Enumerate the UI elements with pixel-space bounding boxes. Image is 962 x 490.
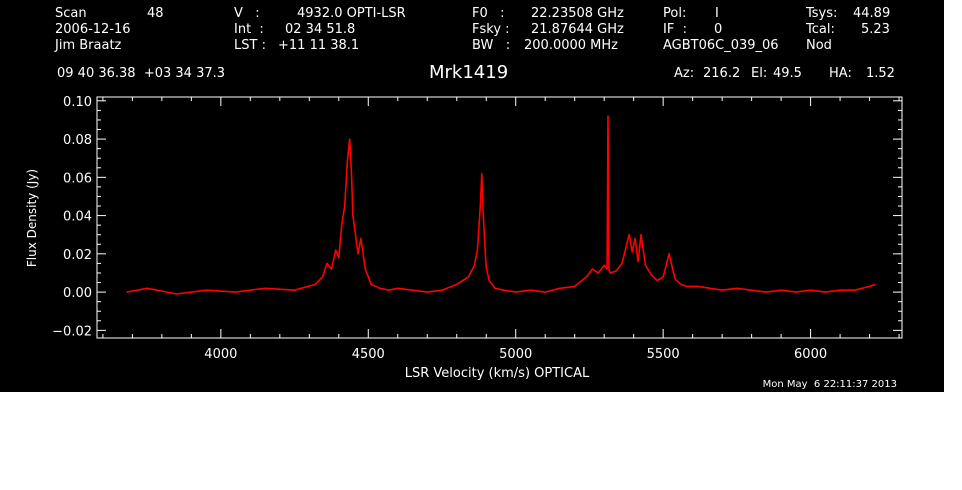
- x-tick-label: 6000: [794, 347, 827, 362]
- if-label: IF :: [663, 22, 687, 37]
- procedure-name: Nod: [806, 38, 832, 53]
- y-tick-label: 0.00: [63, 286, 92, 301]
- rest-frequency-label: F0 :: [472, 6, 505, 21]
- spectrum-panel: Scan 48 2006-12-16 Jim Braatz V : 4932.0…: [0, 0, 944, 392]
- scan-number: 48: [147, 6, 164, 21]
- tcal-label: Tcal:: [806, 22, 835, 37]
- bandwidth-value: 200.0000 MHz: [524, 38, 618, 53]
- azimuth-label: Az:: [674, 66, 695, 81]
- x-tick-label: 5000: [499, 347, 532, 362]
- integration-label: Int :: [234, 22, 264, 37]
- y-axis-label: Flux Density (Jy): [25, 169, 39, 267]
- observation-date: 2006-12-16: [55, 22, 131, 37]
- x-tick-label: 4000: [204, 347, 237, 362]
- hour-angle-label: HA:: [829, 66, 852, 81]
- if-value: 0: [714, 22, 723, 37]
- series-layer: [126, 115, 876, 295]
- y-tick-label: 0.04: [63, 210, 92, 225]
- plot-frame: [96, 96, 903, 339]
- project-id: AGBT06C_039_06: [663, 38, 779, 53]
- azimuth-value: 216.2: [703, 66, 741, 81]
- elevation-value: 49.5: [773, 66, 802, 81]
- velocity-label: V :: [234, 6, 260, 21]
- y-tick-label: 0.06: [63, 171, 92, 186]
- lst-value: +11 11 38.1: [278, 38, 360, 53]
- hour-angle-value: 1.52: [866, 66, 895, 81]
- x-axis-label: LSR Velocity (km/s) OPTICAL: [405, 366, 590, 381]
- polarization-label: Pol:: [663, 6, 687, 21]
- integration-value: 02 34 51.8: [285, 22, 356, 37]
- elevation-label: El:: [751, 66, 768, 81]
- tcal-value: 5.23: [861, 22, 890, 37]
- y-tick-label: 0.02: [63, 248, 92, 263]
- spectrum-chart: 4000 4500 5000 5500 6000 −0.02 0.00 0.02 0.04 0.…: [25, 95, 903, 381]
- y-tick-label: 0.10: [63, 95, 92, 110]
- observer-name: Jim Braatz: [55, 38, 122, 53]
- plot-timestamp: Mon May 6 22:11:37 2013: [762, 379, 897, 390]
- y-tick-label: 0.08: [63, 133, 92, 148]
- x-axis-ticks: 4000 4500 5000 5500 6000: [102, 97, 900, 362]
- source-coordinates: 09 40 36.38 +03 34 37.3: [57, 66, 226, 81]
- sky-frequency-value: 21.87644 GHz: [531, 22, 624, 37]
- bandwidth-label: BW :: [472, 38, 511, 53]
- source-name: Mrk1419: [429, 62, 509, 83]
- scan-label: Scan: [55, 6, 87, 21]
- rest-frequency-value: 22.23508 GHz: [531, 6, 624, 21]
- tsys-label: Tsys:: [806, 6, 838, 21]
- x-tick-label: 5500: [647, 347, 680, 362]
- y-axis-ticks: −0.02 0.00 0.02 0.04 0.06 0.08 0.10: [52, 95, 902, 339]
- y-tick-label: −0.02: [52, 324, 92, 339]
- tsys-value: 44.89: [853, 6, 891, 21]
- lst-label: LST :: [234, 38, 266, 53]
- velocity-value: 4932.0 OPTI-LSR: [297, 6, 406, 21]
- x-tick-label: 4500: [352, 347, 385, 362]
- spectrum-line: [126, 115, 876, 295]
- polarization-value: I: [715, 6, 719, 21]
- sky-frequency-label: Fsky :: [472, 22, 510, 37]
